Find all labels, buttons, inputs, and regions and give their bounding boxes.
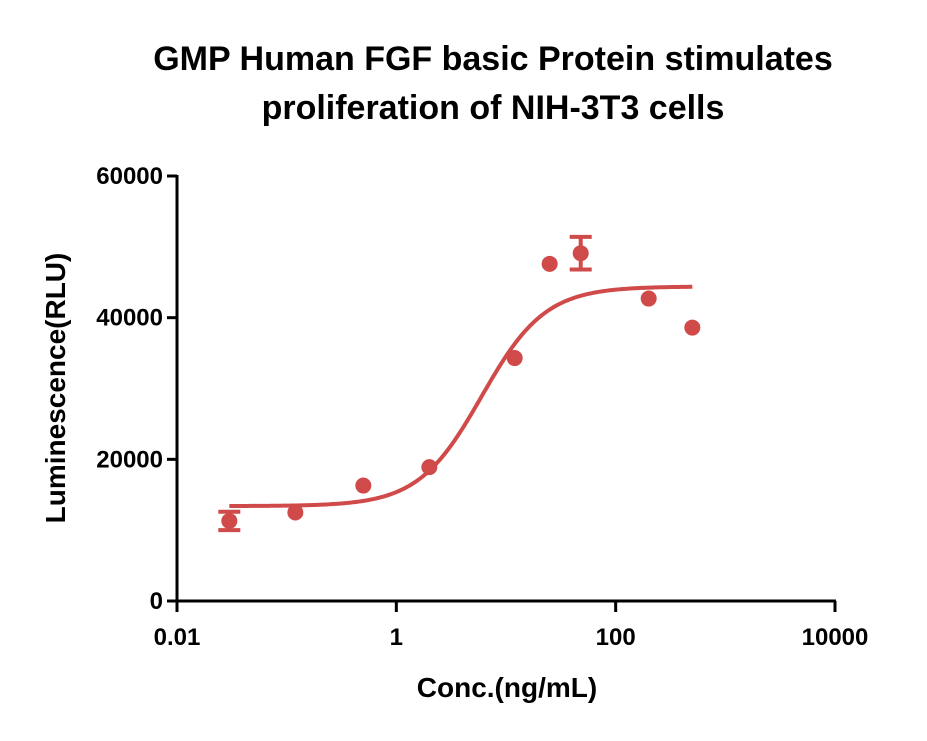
x-tick-label: 1 <box>390 624 403 651</box>
data-point <box>572 245 589 262</box>
chart-title-line-2: proliferation of NIH-3T3 cells <box>262 89 725 127</box>
x-tick-label: 0.01 <box>154 624 201 651</box>
data-point <box>421 459 438 476</box>
data-point <box>221 512 238 529</box>
y-axis-label: Luminescence(RLU) <box>40 253 71 524</box>
fit-curve <box>229 284 693 509</box>
y-tick-label: 20000 <box>96 446 163 473</box>
x-tick-label: 10000 <box>802 624 869 651</box>
data-point <box>541 255 558 272</box>
data-point <box>287 504 304 521</box>
data-point <box>640 290 657 307</box>
data-point <box>506 350 523 367</box>
chart-title-line-1: GMP Human FGF basic Protein stimulates <box>153 40 833 78</box>
data-point <box>684 319 701 336</box>
plot-area: 0 20000 40000 60000 0.01 1 100 10000 <box>96 163 868 651</box>
y-tick-label: 60000 <box>96 163 163 190</box>
y-tick-label: 0 <box>150 588 163 615</box>
y-tick-label: 40000 <box>96 305 163 332</box>
x-axis-label: Conc.(ng/mL) <box>417 672 597 703</box>
x-tick-label: 100 <box>596 624 636 651</box>
data-point <box>355 477 372 494</box>
